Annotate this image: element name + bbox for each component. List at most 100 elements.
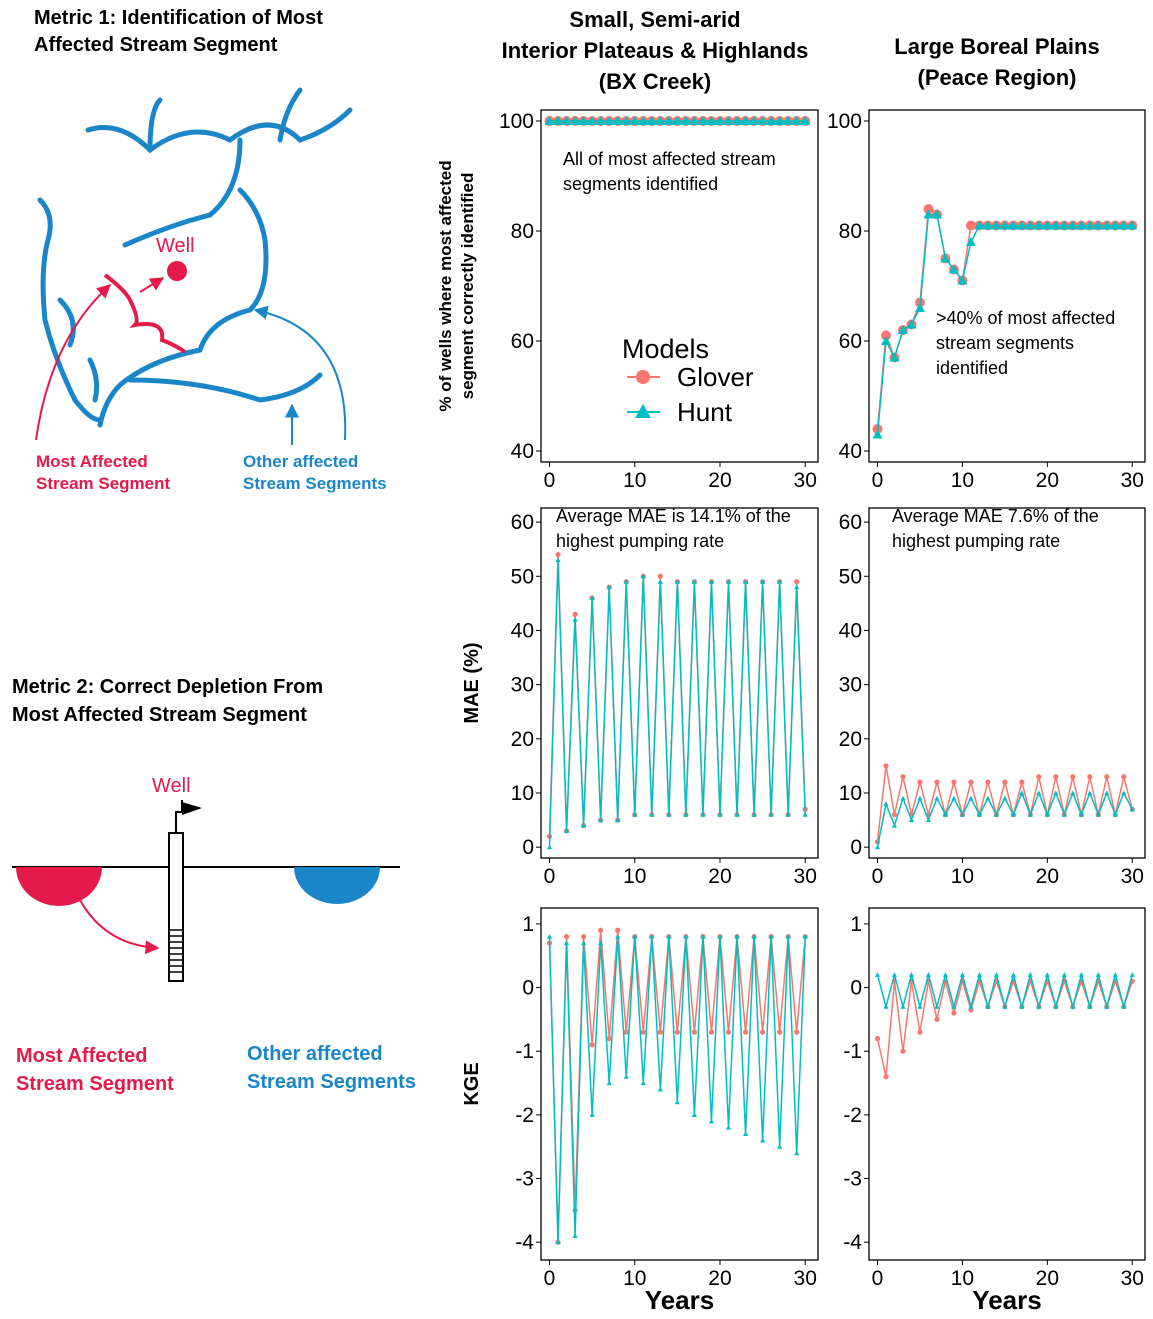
point — [1084, 220, 1095, 230]
point — [749, 116, 760, 125]
well-casing — [168, 832, 184, 982]
point — [802, 934, 808, 939]
point — [606, 1035, 612, 1042]
y-axis-label: MAE (%) — [461, 642, 483, 723]
y-tick-label: -3 — [843, 1168, 862, 1191]
point — [891, 822, 898, 828]
point — [615, 817, 621, 823]
point — [581, 822, 587, 828]
point — [589, 595, 595, 601]
y-tick-label: 1 — [522, 913, 534, 936]
point — [889, 352, 900, 362]
well-screen — [169, 929, 183, 973]
point — [714, 116, 725, 125]
annotation: identified — [936, 358, 1008, 378]
metric1-title: Metric 1: Identification of Most — [34, 7, 323, 29]
point — [561, 116, 572, 125]
point — [982, 220, 993, 230]
point — [666, 934, 672, 939]
point — [1061, 812, 1067, 817]
column-title: (BX Creek) — [599, 69, 711, 94]
other-affected-label: Stream Segments — [247, 1071, 416, 1093]
metric1-title: Affected Stream Segment — [34, 34, 278, 56]
annotation: highest pumping rate — [556, 531, 724, 551]
point — [1112, 972, 1118, 977]
point — [760, 1137, 766, 1143]
x-tick-label: 10 — [623, 469, 646, 492]
point — [965, 237, 976, 246]
y-tick-label: 0 — [850, 977, 862, 1000]
point — [883, 1074, 889, 1080]
x-tick-label: 0 — [544, 865, 556, 888]
point — [914, 303, 925, 312]
x-tick-label: 10 — [951, 469, 974, 492]
point — [900, 774, 906, 780]
point — [923, 204, 934, 214]
point — [708, 579, 715, 584]
point — [587, 116, 598, 125]
point — [657, 573, 663, 579]
point — [734, 934, 740, 939]
point — [777, 1029, 783, 1035]
point — [959, 812, 966, 817]
point — [951, 779, 957, 785]
point — [657, 1029, 663, 1035]
point — [917, 1029, 923, 1035]
point — [1095, 812, 1101, 817]
point — [691, 1112, 698, 1117]
point — [751, 934, 757, 939]
point — [708, 1029, 715, 1035]
y-tick-label: 80 — [511, 220, 534, 243]
annotation: All of most affected stream — [563, 149, 776, 169]
point — [663, 116, 674, 125]
point — [794, 1029, 800, 1035]
point — [649, 934, 655, 939]
y-tick-label: 1 — [850, 913, 862, 936]
point — [931, 209, 942, 219]
point — [934, 795, 940, 801]
point — [1129, 806, 1135, 812]
y-axis-label: % of wells where most affected — [436, 160, 455, 411]
point — [691, 579, 698, 584]
point — [572, 611, 578, 617]
y-tick-label: 40 — [839, 619, 862, 642]
point — [578, 116, 589, 125]
point — [553, 116, 564, 125]
x-tick-label: 30 — [794, 865, 817, 888]
point — [1076, 220, 1087, 230]
most-affected-label: Stream Segment — [36, 474, 170, 493]
y-tick-label: -1 — [843, 1040, 862, 1063]
y-tick-label: 20 — [839, 728, 862, 751]
point — [800, 116, 811, 125]
point — [1044, 812, 1050, 817]
x-axis-label: Years — [972, 1285, 1041, 1314]
y-tick-label: 100 — [499, 110, 534, 133]
point — [725, 1125, 732, 1130]
point — [951, 1010, 957, 1016]
point — [674, 579, 680, 584]
point — [640, 1029, 646, 1035]
arrow — [79, 899, 160, 955]
point — [604, 116, 615, 125]
point — [1036, 774, 1042, 780]
x-tick-label: 20 — [1036, 469, 1059, 492]
point — [934, 779, 940, 785]
point — [581, 940, 587, 946]
point — [1025, 220, 1036, 230]
column-title: (Peace Region) — [918, 65, 1077, 90]
point — [802, 812, 808, 817]
most-affected-label: Stream Segment — [16, 1073, 174, 1095]
y-tick-label: -4 — [843, 1231, 862, 1254]
point — [1019, 1004, 1025, 1009]
point — [732, 116, 743, 125]
point — [1008, 220, 1019, 230]
x-tick-label: 30 — [794, 1267, 817, 1290]
plot-frame — [868, 907, 1146, 1261]
point — [993, 812, 999, 817]
point — [689, 116, 700, 125]
point — [934, 1004, 940, 1009]
point — [708, 1118, 715, 1124]
x-tick-label: 30 — [1121, 865, 1144, 888]
plot-frame — [540, 109, 819, 463]
